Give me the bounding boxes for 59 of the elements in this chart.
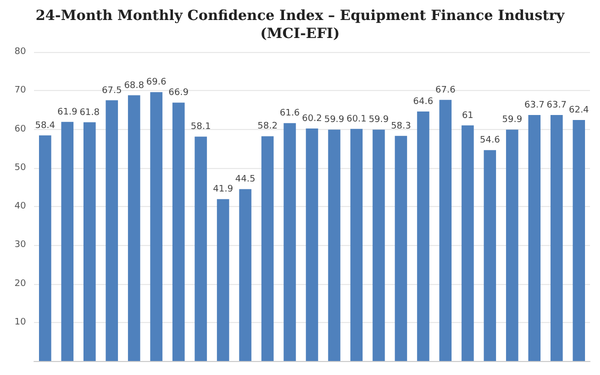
bar [128, 95, 140, 361]
bar [484, 150, 496, 361]
bar [506, 130, 518, 361]
bar [417, 111, 430, 361]
data-label: 64.6 [413, 96, 434, 107]
data-label: 60.1 [346, 114, 367, 124]
bar [61, 122, 74, 361]
bar [372, 130, 385, 361]
data-label: 58.3 [390, 121, 411, 132]
y-tick-label: 30 [14, 240, 26, 250]
chart-title: 24-Month Monthly Confidence Index – Equipment Finance Industry (MCI-EFI) [36, 8, 566, 42]
data-label: 62.4 [568, 105, 590, 116]
data-label: 54.6 [480, 136, 500, 146]
data-label: 59.9 [324, 115, 345, 126]
data-label: 41.9 [213, 184, 234, 195]
bar [572, 120, 585, 361]
data-label: 59.9 [368, 115, 390, 126]
bar [439, 100, 452, 361]
bar [216, 199, 230, 361]
bar [106, 100, 118, 361]
bar [261, 136, 274, 361]
data-label: 68.8 [124, 80, 144, 91]
bar [350, 128, 363, 361]
bar [284, 123, 296, 361]
y-tick-label: 50 [14, 162, 26, 173]
bar [394, 136, 408, 361]
bar [83, 122, 96, 361]
data-label: 66.9 [168, 88, 189, 98]
data-label: 63.7 [546, 100, 567, 110]
bar [550, 114, 563, 361]
bar [194, 136, 207, 361]
data-label: 69.6 [146, 78, 167, 88]
data-label: 58.2 [257, 122, 278, 132]
data-label: 63.7 [524, 100, 544, 110]
bar [306, 128, 318, 361]
data-label: 61 [462, 110, 474, 121]
data-label: 67.5 [102, 86, 122, 96]
bar [172, 102, 185, 361]
data-label: 61.8 [80, 108, 100, 118]
y-tick-label: 20 [14, 278, 26, 289]
data-label: 60.2 [302, 114, 322, 124]
bar [328, 130, 340, 361]
data-label: 61.9 [57, 107, 78, 118]
data-label: 67.6 [435, 85, 456, 96]
data-label: 59.9 [502, 115, 522, 126]
bar [39, 135, 52, 361]
y-tick-label: 80 [14, 47, 26, 57]
bar [462, 125, 474, 361]
y-tick-label: 70 [14, 86, 26, 96]
bar [150, 92, 162, 361]
data-label: 58.4 [35, 120, 56, 131]
y-tick-label: 10 [14, 317, 26, 328]
bar [528, 114, 541, 361]
y-tick-label: 40 [14, 202, 26, 212]
data-label: 58.1 [190, 122, 211, 132]
bar [239, 189, 252, 361]
data-label: 44.5 [235, 174, 256, 185]
data-label: 61.6 [280, 108, 300, 119]
y-tick-label: 60 [14, 124, 26, 134]
